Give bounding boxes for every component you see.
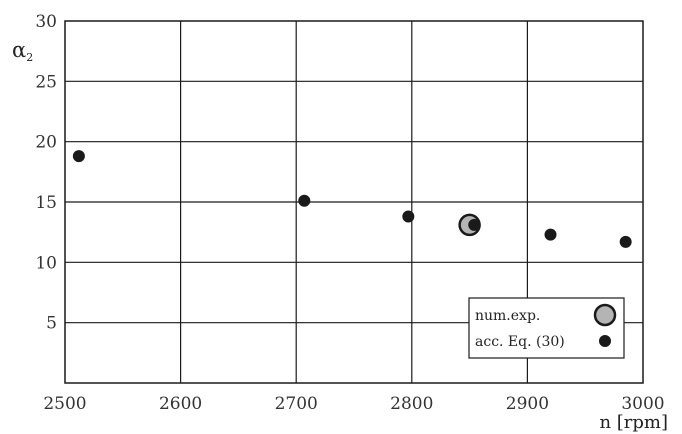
data-point-acc-eq-1 (298, 194, 311, 207)
y-axis-label-main: α (12, 38, 26, 62)
data-point-acc-eq-5 (619, 235, 632, 248)
y-tick-label-20: 20 (35, 133, 57, 153)
x-tick-label-2700: 2700 (275, 394, 318, 414)
y-tick-label-10: 10 (35, 253, 57, 273)
data-point-acc-eq-0 (72, 150, 85, 163)
legend-label-acc-eq: acc. Eq. (30) (475, 334, 565, 350)
legend-marker-acc-eq (599, 335, 611, 347)
x-tick-label-2900: 2900 (506, 394, 549, 414)
y-tick-label-15: 15 (35, 193, 57, 213)
y-axis-label-subscript: 2 (26, 51, 33, 64)
legend-marker-num-exp (593, 303, 617, 327)
y-tick-label-30: 30 (35, 12, 57, 32)
x-axis-label: n [rpm] (599, 412, 668, 433)
x-tick-label-2800: 2800 (390, 394, 433, 414)
grid-lines (65, 21, 643, 383)
y-tick-label-5: 5 (46, 314, 57, 334)
y-tick-label-25: 25 (35, 72, 57, 92)
data-points (72, 150, 632, 248)
plot-frame (64, 20, 644, 384)
x-tick-label-2500: 2500 (43, 394, 86, 414)
y-axis-label: α2 (12, 38, 33, 64)
legend: num.exp. acc. Eq. (30) (468, 297, 625, 359)
x-tick-labels: 2500 2600 2700 2800 2900 3000 (43, 394, 664, 414)
data-point-acc-eq-4 (544, 228, 557, 241)
legend-label-num-exp: num.exp. (475, 308, 540, 324)
data-point-acc-eq-3 (468, 218, 481, 231)
data-point-acc-eq-2 (402, 210, 415, 223)
x-tick-label-2600: 2600 (159, 394, 202, 414)
y-tick-labels: 5 10 15 20 25 30 (35, 12, 57, 334)
x-tick-label-3000: 3000 (621, 394, 664, 414)
